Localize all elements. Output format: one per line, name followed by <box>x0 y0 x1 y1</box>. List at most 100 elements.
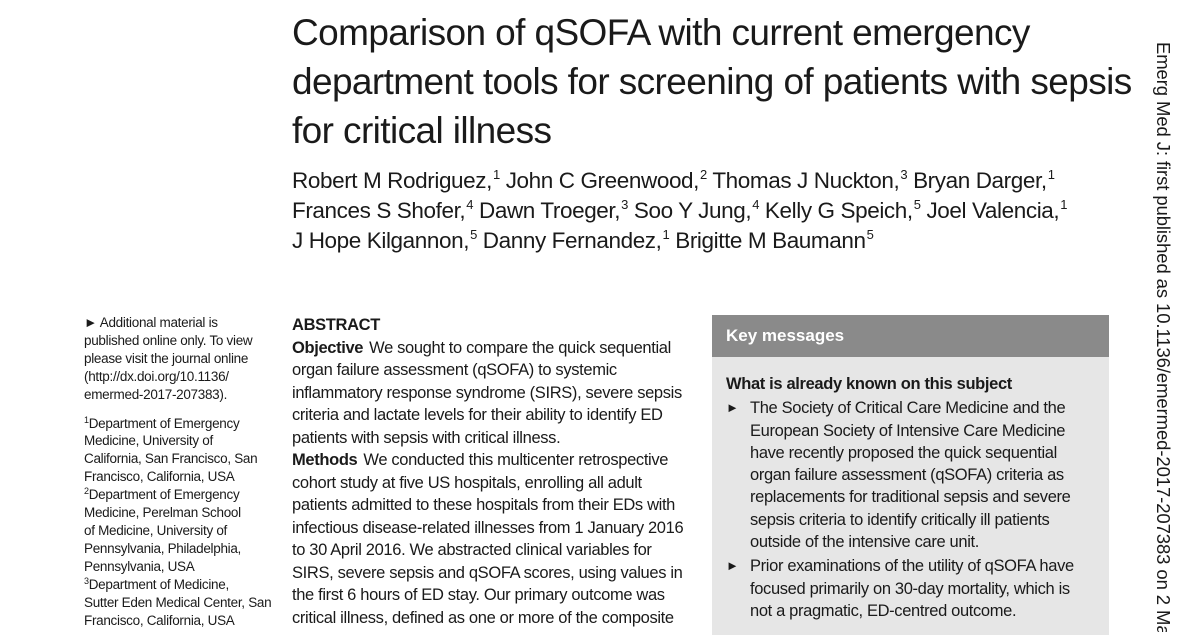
abstract-text: We conducted this multicenter retrospect… <box>363 451 669 469</box>
abstract-line: cohort study at five US hospitals, enrol… <box>292 473 642 492</box>
abstract-line: inflammatory response syndrome (SIRS), s… <box>292 383 682 402</box>
author-affiliation-number: 1 <box>1060 197 1068 212</box>
author-list: Robert M Rodriguez,1 John C Greenwood,2 … <box>292 166 1112 256</box>
abstract-line: critical illness, defined as one or more… <box>292 608 674 627</box>
abstract-heading: ABSTRACT <box>292 316 380 334</box>
key-message-bullet: ► The Society of Critical Care Medicine a… <box>726 397 1095 553</box>
affiliation-text: Department of Emergency <box>88 415 240 431</box>
affiliation-line: California, San Francisco, San <box>84 450 276 468</box>
author-affiliation-number: 2 <box>700 167 707 182</box>
side-citation: Emerg Med J: first published as 10.1136/… <box>1153 42 1174 632</box>
affiliation-line: Francisco, California, USA <box>84 468 276 486</box>
key-message-line: not a pragmatic, ED-centred outcome. <box>750 601 1017 620</box>
affiliation-number: 3 <box>84 575 89 586</box>
key-message-bullet: ► Prior examinations of the utility of qS… <box>726 555 1095 622</box>
note-line: please visit the journal online <box>84 350 249 366</box>
key-message-line: have recently proposed the quick sequent… <box>750 443 1057 462</box>
objective-label: Objective <box>292 338 364 357</box>
bullet-arrow-icon: ► <box>726 558 739 574</box>
abstract: ABSTRACT Objective We sought to compare t… <box>292 314 687 629</box>
title-line: for critical illness <box>292 110 552 151</box>
affiliation-line: Pennsylvania, USA <box>84 558 276 576</box>
author-name: Soo Y Jung, <box>633 198 752 223</box>
affiliation-text: Pennsylvania, Philadelphia, <box>84 540 242 556</box>
author-affiliation-number: 3 <box>900 167 908 182</box>
author-line: J Hope Kilgannon,5 Danny Fernandez,1 Bri… <box>292 226 1112 256</box>
affiliation-number: 2 <box>84 486 89 497</box>
author-name: Joel Valencia, <box>926 198 1060 223</box>
affiliation-line: Medicine, University of <box>84 432 276 450</box>
affiliation-text: Department of Emergency <box>88 487 240 503</box>
abstract-line: patients admitted to these hospitals fro… <box>292 496 676 514</box>
author-name: Bryan Darger, <box>913 168 1047 193</box>
key-messages-body: What is already known on this subject ► T… <box>712 357 1109 622</box>
affiliation-text: of Medicine, University of <box>84 522 228 538</box>
methods-section: Methods We conducted this multicenter ret… <box>292 449 687 629</box>
author-affiliation-number: 1 <box>1047 167 1055 182</box>
affiliation-line: Medicine, Perelman School <box>84 504 276 522</box>
title-line: Comparison of qSOFA with current emergen… <box>292 12 1030 53</box>
abstract-line: patients with sepsis with critical illne… <box>292 428 561 447</box>
key-message-line: focused primarily on 30-day mortality, w… <box>750 579 1070 598</box>
additional-material-note: ► Additional material is published onlin… <box>84 314 276 404</box>
article-title: Comparison of qSOFA with current emergen… <box>292 8 1132 155</box>
author-affiliation-number: 1 <box>662 227 670 242</box>
affiliation-number: 1 <box>84 414 89 425</box>
author-name: Brigitte M Baumann <box>675 228 866 253</box>
bullet-arrow-icon: ► <box>726 400 739 416</box>
key-message-line: outside of the intensive care unit. <box>750 533 979 552</box>
affiliation-line: 1Department of Emergency <box>84 415 276 433</box>
key-messages-header: Key messages <box>712 315 1109 357</box>
methods-label: Methods <box>292 451 358 469</box>
author-name: Robert M Rodriguez, <box>292 168 492 193</box>
author-line: Robert M Rodriguez,1 John C Greenwood,2 … <box>292 166 1112 196</box>
abstract-line: Objective We sought to compare the quick … <box>292 337 687 360</box>
abstract-line: infectious disease-related illnesses fro… <box>292 518 684 537</box>
affiliation-line: 2Department of Emergency <box>84 486 276 504</box>
abstract-line: to 30 April 2016. We abstracted clinical… <box>292 541 652 559</box>
affiliation-line: of Medicine, University of <box>84 522 276 540</box>
affiliation-text: Sutter Eden Medical Center, San <box>84 594 272 610</box>
author-affiliation-number: 5 <box>470 227 477 242</box>
author-affiliation-number: 5 <box>866 227 874 242</box>
key-messages-box: Key messages What is already known on th… <box>712 315 1109 635</box>
affiliation-line: Pennsylvania, Philadelphia, <box>84 540 276 558</box>
key-message-line: organ failure assessment (qSOFA) criteri… <box>750 466 1064 485</box>
author-line: Frances S Shofer,4 Dawn Troeger,3 Soo Y … <box>292 196 1112 226</box>
key-message-line: replacements for traditional sepsis and … <box>750 488 1071 507</box>
side-citation-strip: Emerg Med J: first published as 10.1136/… <box>1150 42 1180 632</box>
key-message-line: The Society of Critical Care Medicine an… <box>750 399 1066 418</box>
author-name: Dawn Troeger, <box>479 198 621 223</box>
author-name: John C Greenwood, <box>505 168 700 193</box>
key-message-line: European Society of Intensive Care Medic… <box>750 421 1066 440</box>
abstract-line: the first 6 hours of ED stay. Our primar… <box>292 586 665 604</box>
author-name: Kelly G Speich, <box>764 198 913 223</box>
note-line: (http://dx.doi.org/10.1136/ <box>84 368 229 384</box>
abstract-line: organ failure assessment (qSOFA) to syst… <box>292 361 617 379</box>
abstract-line: Methods We conducted this multicenter ret… <box>292 449 687 472</box>
affiliation-line: 3Department of Medicine, <box>84 576 276 594</box>
author-affiliation-number: 4 <box>752 197 760 212</box>
abstract-text: We sought to compare the quick sequentia… <box>369 338 671 357</box>
key-message-line: sepsis criteria to identify critically i… <box>750 510 1050 529</box>
affiliation-line: Sutter Eden Medical Center, San <box>84 594 276 612</box>
key-message-line: Prior examinations of the utility of qSO… <box>750 557 1074 576</box>
sidebar: ► Additional material is published onlin… <box>84 314 276 629</box>
note-line: published online only. To view <box>84 332 253 348</box>
author-name: Danny Fernandez, <box>482 228 662 253</box>
affiliation-text: Pennsylvania, USA <box>84 558 195 574</box>
abstract-line: SIRS, severe sepsis and qSOFA scores, us… <box>292 563 683 582</box>
affiliation-text: Department of Medicine, <box>88 576 229 592</box>
affiliation-text: Medicine, University of <box>84 433 213 449</box>
affiliation-text: California, San Francisco, San <box>84 451 258 467</box>
abstract-line: criteria and lactate levels for their ab… <box>292 406 663 424</box>
affiliation-text: Medicine, Perelman School <box>84 505 241 521</box>
note-line: ► Additional material is <box>84 315 218 330</box>
author-name: Thomas J Nuckton, <box>712 168 900 193</box>
key-messages-subheading: What is already known on this subject <box>726 375 1012 393</box>
key-messages-bullets: ► The Society of Critical Care Medicine a… <box>726 397 1095 622</box>
author-affiliation-number: 1 <box>493 167 500 182</box>
objective-section: Objective We sought to compare the quick … <box>292 337 687 450</box>
note-line: emermed-2017-207383). <box>84 386 228 402</box>
author-affiliation-number: 5 <box>913 197 921 212</box>
